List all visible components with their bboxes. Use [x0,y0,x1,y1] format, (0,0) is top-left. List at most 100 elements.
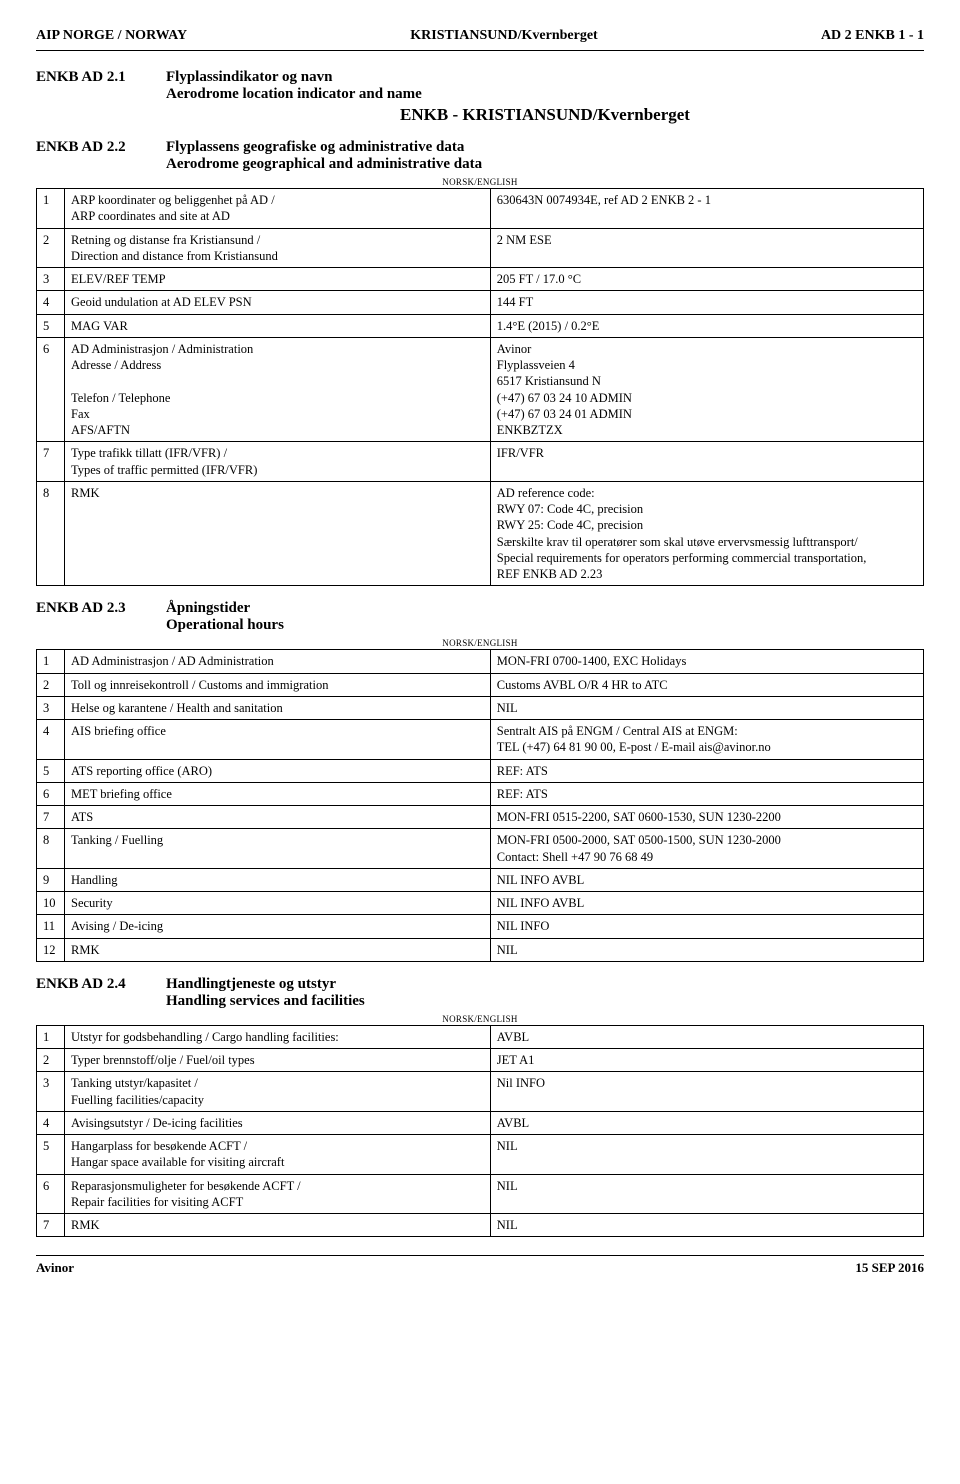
row-value: AvinorFlyplassveien 46517 Kristiansund N… [490,337,923,442]
row-label: Avisingsutstyr / De-icing facilities [65,1111,491,1134]
row-number: 2 [37,1049,65,1072]
table-row: 2Retning og distanse fra Kristiansund /D… [37,228,924,268]
section-main-title: ENKB - KRISTIANSUND/Kvernberget [166,105,924,125]
row-value: MON-FRI 0500-2000, SAT 0500-1500, SUN 12… [490,829,923,869]
table-row: 1ARP koordinater og beliggenhet på AD /A… [37,189,924,229]
row-number: 8 [37,829,65,869]
row-number: 7 [37,442,65,482]
row-label: RMK [65,1214,491,1237]
section-title-no-2-4: Handlingtjeneste og utstyr [166,976,924,993]
table-row: 5Hangarplass for besøkende ACFT /Hangar … [37,1135,924,1175]
section-title-en-2-3: Operational hours [166,617,924,634]
norsk-english-label-2-2: NORSK/ENGLISH [36,177,924,187]
table-row: 11Avising / De-icingNIL INFO [37,915,924,938]
header-center: KRISTIANSUND/Kvernberget [410,28,597,44]
row-value: Customs AVBL O/R 4 HR to ATC [490,673,923,696]
row-label: Avising / De-icing [65,915,491,938]
section-title-en-2-2: Aerodrome geographical and administrativ… [166,156,924,173]
table-2-2: 1ARP koordinater og beliggenhet på AD /A… [36,188,924,586]
row-label: Handling [65,868,491,891]
row-label: Hangarplass for besøkende ACFT /Hangar s… [65,1135,491,1175]
page-footer: Avinor 15 SEP 2016 [36,1260,924,1276]
footer-rule [36,1255,924,1256]
table-row: 6AD Administrasjon / AdministrationAdres… [37,337,924,442]
section-id-2-3: ENKB AD 2.3 [36,600,166,617]
table-row: 4Avisingsutstyr / De-icing facilitiesAVB… [37,1111,924,1134]
row-value: AD reference code:RWY 07: Code 4C, preci… [490,481,923,586]
row-number: 5 [37,1135,65,1175]
row-value: 630643N 0074934E, ref AD 2 ENKB 2 - 1 [490,189,923,229]
row-value: NIL [490,938,923,961]
norsk-english-label-2-4: NORSK/ENGLISH [36,1014,924,1024]
row-label: Type trafikk tillatt (IFR/VFR) /Types of… [65,442,491,482]
norsk-english-label-2-3: NORSK/ENGLISH [36,638,924,648]
row-value: NIL [490,1214,923,1237]
row-value: IFR/VFR [490,442,923,482]
row-number: 7 [37,806,65,829]
table-row: 10SecurityNIL INFO AVBL [37,892,924,915]
row-value: NIL [490,696,923,719]
row-number: 1 [37,650,65,673]
row-label: Typer brennstoff/olje / Fuel/oil types [65,1049,491,1072]
table-row: 5MAG VAR1.4°E (2015) / 0.2°E [37,314,924,337]
header-left: AIP NORGE / NORWAY [36,28,187,44]
table-2-3: 1AD Administrasjon / AD AdministrationMO… [36,649,924,962]
row-number: 7 [37,1214,65,1237]
table-row: 1Utstyr for godsbehandling / Cargo handl… [37,1025,924,1048]
table-row: 9HandlingNIL INFO AVBL [37,868,924,891]
row-number: 6 [37,782,65,805]
section-title-no-2-3: Åpningstider [166,600,924,617]
section-2-3: ENKB AD 2.3 Åpningstider Operational hou… [36,600,924,962]
section-title-no-2-1: Flyplassindikator og navn [166,69,924,86]
row-number: 1 [37,1025,65,1048]
table-row: 6Reparasjonsmuligheter for besøkende ACF… [37,1174,924,1214]
row-number: 3 [37,1072,65,1112]
table-row: 7RMKNIL [37,1214,924,1237]
row-number: 4 [37,1111,65,1134]
row-number: 10 [37,892,65,915]
row-number: 8 [37,481,65,586]
section-2-1: ENKB AD 2.1 Flyplassindikator og navn Ae… [36,69,924,125]
row-label: Tanking / Fuelling [65,829,491,869]
row-number: 1 [37,189,65,229]
row-label: ELEV/REF TEMP [65,268,491,291]
section-id-2-1: ENKB AD 2.1 [36,69,166,86]
row-number: 2 [37,673,65,696]
row-value: 2 NM ESE [490,228,923,268]
table-row: 5ATS reporting office (ARO)REF: ATS [37,759,924,782]
row-number: 12 [37,938,65,961]
row-value: NIL [490,1135,923,1175]
row-label: AD Administrasjon / AD Administration [65,650,491,673]
footer-left: Avinor [36,1260,74,1276]
table-row: 1AD Administrasjon / AD AdministrationMO… [37,650,924,673]
row-value: Sentralt AIS på ENGM / Central AIS at EN… [490,720,923,760]
table-row: 2Typer brennstoff/olje / Fuel/oil typesJ… [37,1049,924,1072]
row-label: ATS reporting office (ARO) [65,759,491,782]
row-value: 205 FT / 17.0 °C [490,268,923,291]
section-title-en-2-1: Aerodrome location indicator and name [166,86,924,103]
table-row: 7Type trafikk tillatt (IFR/VFR) /Types o… [37,442,924,482]
row-number: 11 [37,915,65,938]
row-label: AD Administrasjon / AdministrationAdress… [65,337,491,442]
row-label: ATS [65,806,491,829]
section-id-2-4: ENKB AD 2.4 [36,976,166,993]
row-value: NIL [490,1174,923,1214]
table-row: 2Toll og innreisekontroll / Customs and … [37,673,924,696]
row-label: MET briefing office [65,782,491,805]
row-number: 5 [37,759,65,782]
row-value: 144 FT [490,291,923,314]
table-row: 8RMKAD reference code:RWY 07: Code 4C, p… [37,481,924,586]
row-value: MON-FRI 0515-2200, SAT 0600-1530, SUN 12… [490,806,923,829]
row-value: MON-FRI 0700-1400, EXC Holidays [490,650,923,673]
row-label: Geoid undulation at AD ELEV PSN [65,291,491,314]
section-2-4: ENKB AD 2.4 Handlingtjeneste og utstyr H… [36,976,924,1238]
row-value: AVBL [490,1111,923,1134]
row-number: 9 [37,868,65,891]
table-row: 12RMKNIL [37,938,924,961]
row-number: 6 [37,337,65,442]
table-row: 7ATSMON-FRI 0515-2200, SAT 0600-1530, SU… [37,806,924,829]
row-label: Utstyr for godsbehandling / Cargo handli… [65,1025,491,1048]
row-label: MAG VAR [65,314,491,337]
row-number: 2 [37,228,65,268]
row-value: NIL INFO AVBL [490,892,923,915]
